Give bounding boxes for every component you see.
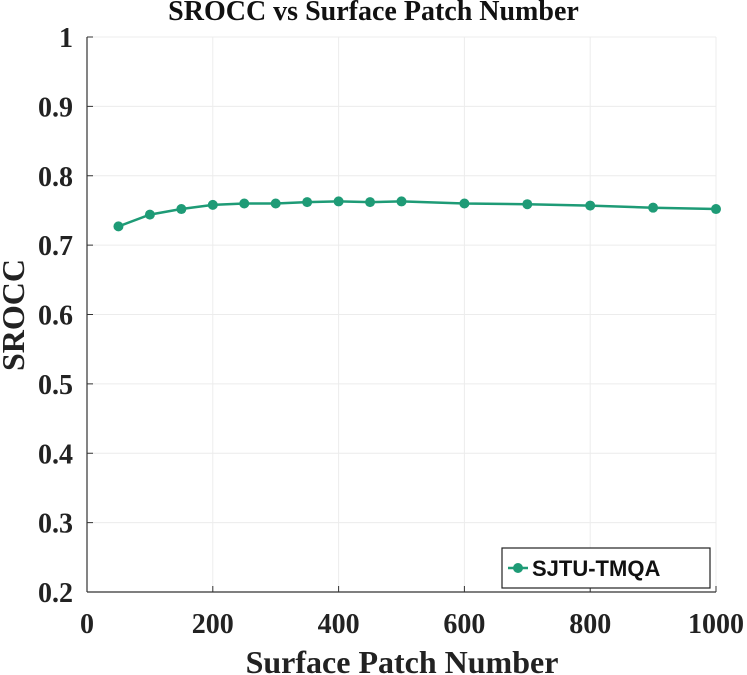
legend-marker xyxy=(513,563,523,573)
y-tick-label: 0.9 xyxy=(38,92,73,123)
x-tick-label: 800 xyxy=(569,609,611,640)
data-point xyxy=(459,198,470,209)
data-point xyxy=(113,221,124,232)
data-point xyxy=(585,200,596,211)
data-point xyxy=(711,204,721,215)
y-tick-label: 1 xyxy=(59,23,73,54)
legend-box xyxy=(501,547,711,589)
grid-lines xyxy=(86,36,717,593)
y-tick-labels: 0.2 0.3 0.4 0.5 0.6 0.7 0.8 0.9 1 xyxy=(38,23,73,609)
y-tick-label: 0.6 xyxy=(38,301,73,332)
data-point xyxy=(176,204,187,215)
data-point xyxy=(648,202,659,213)
legend-label: SJTU-TMQA xyxy=(532,556,660,581)
data-point xyxy=(333,196,344,207)
x-tick-label: 200 xyxy=(192,609,234,640)
x-tick-label: 400 xyxy=(318,609,360,640)
x-tick-labels: 0 200 400 600 800 1000 xyxy=(80,609,744,640)
data-point xyxy=(207,199,218,210)
data-point xyxy=(302,197,313,208)
data-point xyxy=(522,199,533,210)
data-point xyxy=(144,209,155,220)
y-tick-label: 0.7 xyxy=(38,231,73,262)
data-point xyxy=(239,198,250,209)
y-tick-label: 0.4 xyxy=(38,439,73,470)
y-tick-label: 0.8 xyxy=(38,162,73,193)
y-axis-label: SROCC xyxy=(0,259,31,371)
y-tick-label: 0.3 xyxy=(38,509,73,540)
x-tick-label: 0 xyxy=(80,609,94,640)
data-point xyxy=(365,197,376,208)
x-tick-label: 1000 xyxy=(688,609,744,640)
data-point xyxy=(396,196,407,207)
y-tick-label: 0.5 xyxy=(38,370,73,401)
chart-title: SROCC vs Surface Patch Number xyxy=(168,0,579,27)
data-point xyxy=(270,198,281,209)
series-layer xyxy=(113,196,721,232)
x-tick-label: 600 xyxy=(443,609,485,640)
y-tick-label: 0.2 xyxy=(38,578,73,609)
x-axis-label: Surface Patch Number xyxy=(246,644,559,675)
legend: SJTU-TMQA xyxy=(501,547,711,589)
